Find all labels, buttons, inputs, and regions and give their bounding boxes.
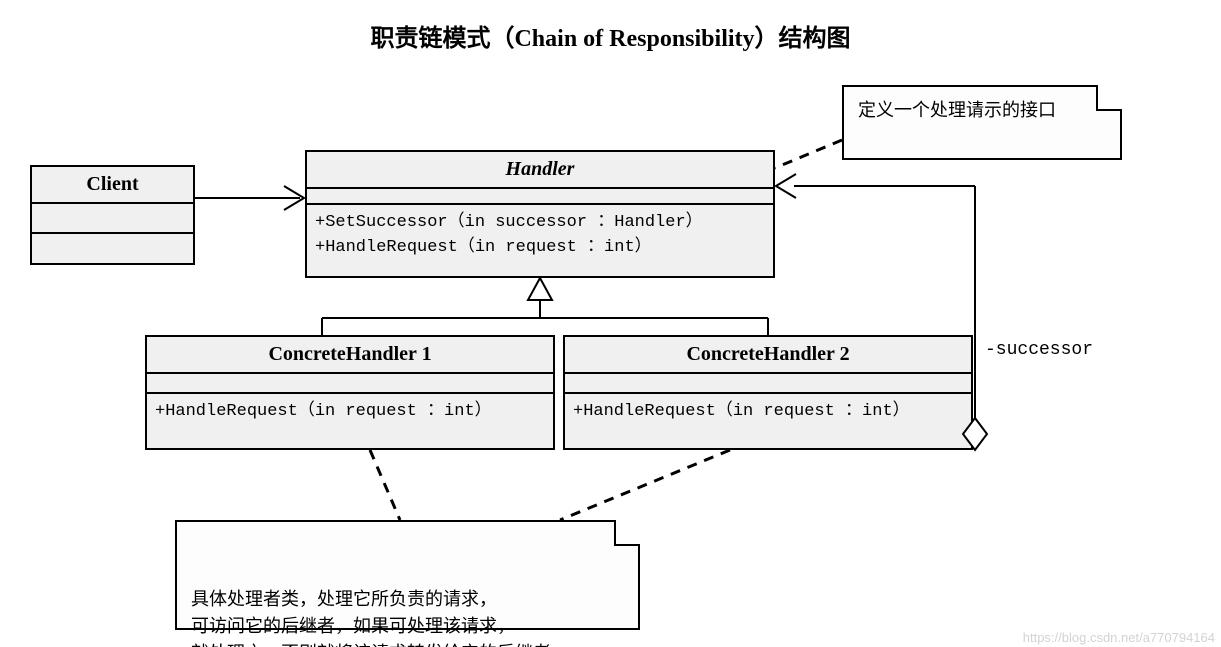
class-handler-name: Handler: [307, 152, 773, 189]
note-handler-text: 定义一个处理请示的接口: [858, 100, 1056, 120]
class-client: Client: [30, 165, 195, 265]
class-client-name: Client: [32, 167, 193, 204]
class-client-ops: [32, 234, 193, 246]
class-concrete1: ConcreteHandler 1 +HandleRequest（in requ…: [145, 335, 555, 450]
diagram-title: 职责链模式（Chain of Responsibility）结构图: [0, 18, 1221, 53]
class-concrete1-attrs: [147, 374, 553, 394]
note-concrete-text: 具体处理者类，处理它所负责的请求， 可访问它的后继者，如果可处理该请求， 就处理…: [191, 589, 551, 647]
class-concrete1-ops: +HandleRequest（in request ：int）: [147, 394, 553, 431]
note-fold-icon: [1096, 85, 1122, 111]
class-concrete2-attrs: [565, 374, 971, 394]
class-handler-ops: +SetSuccessor（in successor ：Handler） +Ha…: [307, 205, 773, 266]
note-handler: 定义一个处理请示的接口: [842, 85, 1122, 160]
class-concrete1-name: ConcreteHandler 1: [147, 337, 553, 374]
class-concrete2-ops: +HandleRequest（in request ：int）: [565, 394, 971, 431]
class-handler-attrs: [307, 189, 773, 205]
note-concrete: 具体处理者类，处理它所负责的请求， 可访问它的后继者，如果可处理该请求， 就处理…: [175, 520, 640, 630]
class-concrete2: ConcreteHandler 2 +HandleRequest（in requ…: [563, 335, 973, 450]
note-fold-icon: [614, 520, 640, 546]
watermark: https://blog.csdn.net/a770794164: [1023, 630, 1215, 645]
class-client-attrs: [32, 204, 193, 234]
class-handler: Handler +SetSuccessor（in successor ：Hand…: [305, 150, 775, 278]
successor-label: -successor: [985, 340, 1093, 360]
class-concrete2-name: ConcreteHandler 2: [565, 337, 971, 374]
